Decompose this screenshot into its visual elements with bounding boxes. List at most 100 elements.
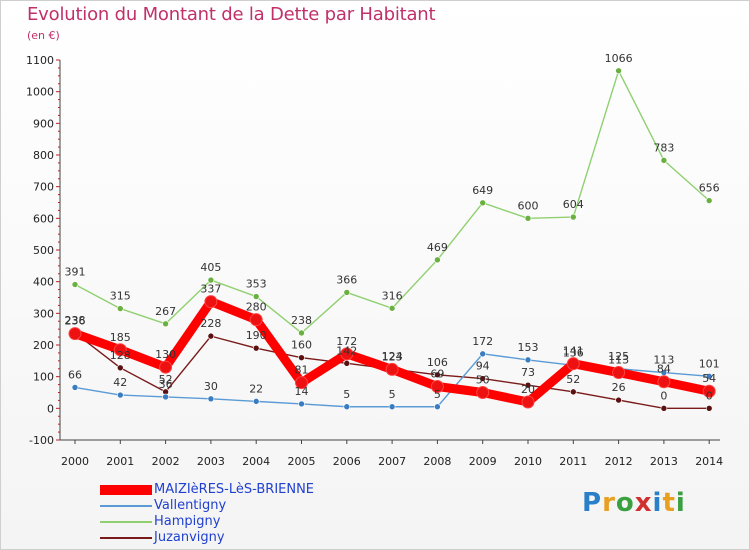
data-point [207,332,215,340]
legend-swatch-maizieres [100,485,152,495]
data-label: 656 [699,182,720,195]
y-tick-label: -100 [29,434,54,447]
legend-label-juzanvigny: Juzanvigny [154,530,225,545]
data-label: 50 [476,374,490,387]
data-label: 267 [155,305,176,318]
data-label: 84 [657,363,671,376]
data-label: 22 [249,382,263,395]
data-label: 5 [343,388,350,401]
data-label: 52 [159,373,173,386]
data-label: 42 [113,376,127,389]
data-label: 52 [566,373,580,386]
data-label: 101 [699,357,720,370]
data-label: 649 [472,184,493,197]
y-tick-label: 1000 [26,86,54,99]
x-tick-label: 2008 [423,455,451,468]
data-point [298,354,305,361]
y-tick-label: 800 [33,149,54,162]
data-point [252,293,260,300]
data-point [702,384,716,398]
logo-letter: i [652,488,663,518]
data-label: 153 [518,341,539,354]
data-point [430,379,444,393]
data-point [521,395,535,409]
series-points [68,67,716,412]
data-label: 106 [427,356,448,369]
data-label: 130 [155,348,176,361]
data-label: 391 [65,266,86,279]
data-label: 316 [382,289,403,302]
x-tick-label: 2003 [197,455,225,468]
chart-axes: -100010020030040050060070080090010001100… [26,54,723,468]
y-tick-label: 0 [47,402,54,415]
data-point [295,376,308,390]
y-tick-label: 300 [33,307,54,320]
data-label: 113 [608,354,629,367]
legend-swatch-juzanvigny [100,537,152,539]
data-label: 604 [563,198,584,211]
data-point [657,375,671,389]
x-tick-label: 2007 [378,455,406,468]
data-point [249,313,263,327]
data-label: 142 [336,344,357,357]
data-label: 1066 [605,52,633,65]
data-point [476,386,490,399]
data-label: 353 [246,278,267,291]
data-point [615,67,622,75]
legend-label-maizieres: MAIZIèRES-LèS-BRIENNE [154,482,315,497]
x-tick-label: 2006 [333,455,361,468]
data-label: 228 [200,317,221,330]
data-label: 125 [608,350,629,363]
data-point [343,403,351,411]
data-point [343,360,351,367]
data-label: 160 [291,339,312,352]
data-label: 238 [65,314,86,327]
data-label: 124 [382,350,403,363]
data-point [162,320,169,328]
data-label: 315 [110,290,131,303]
data-label: 5 [389,388,396,401]
data-point [660,157,668,164]
data-point [479,199,487,207]
x-tick-label: 2009 [469,455,497,468]
logo-letter: o [615,488,635,518]
legend-label-vallentigny: Vallentigny [154,498,227,513]
y-tick-label: 100 [33,371,54,384]
data-point [524,356,532,364]
data-point [159,360,173,374]
data-point [479,375,487,382]
data-point [615,396,622,404]
data-point [298,329,305,337]
data-label: 236 [65,315,86,328]
data-point [569,213,577,221]
data-label: 54 [702,372,716,385]
data-label: 141 [563,345,584,358]
x-tick-label: 2012 [605,455,633,468]
data-label: 405 [200,261,221,274]
logo-letter: t [662,488,676,518]
data-point [207,276,215,284]
data-label: 123 [382,350,403,363]
data-point [612,366,626,380]
y-tick-label: 400 [33,276,54,289]
x-tick-label: 2004 [242,455,270,468]
data-label: 36 [159,378,173,391]
y-tick-label: 700 [33,181,54,194]
data-point [524,381,532,389]
data-point [660,405,668,412]
data-label: 30 [204,380,218,393]
data-label: 0 [660,389,667,402]
data-point [252,344,260,352]
data-label: 94 [476,360,490,373]
data-point [524,215,532,222]
data-label: 600 [518,199,539,212]
data-label: 81 [295,364,309,377]
data-label: 14 [295,385,309,398]
x-tick-label: 2001 [106,455,134,468]
data-point [71,281,79,288]
data-point [71,384,79,391]
data-label: 185 [110,331,131,344]
